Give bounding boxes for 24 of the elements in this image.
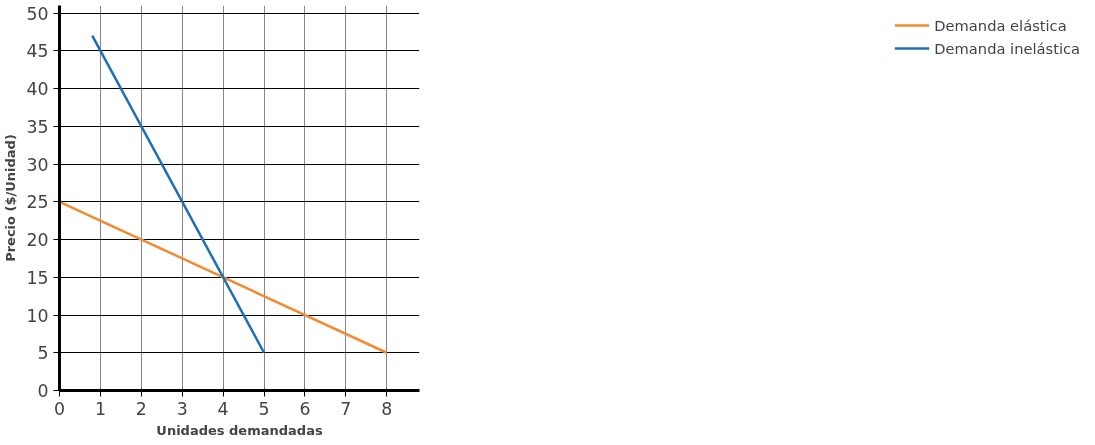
y-tick-label: 35 <box>26 116 49 137</box>
y-axis-title: Precio ($/Unidad) <box>3 134 19 262</box>
y-tick-label: 20 <box>26 230 49 251</box>
y-tick-label: 0 <box>37 381 49 401</box>
y-tick-label: 25 <box>26 192 49 213</box>
legend-label: Demanda inelástica <box>934 39 1080 57</box>
x-tick-label: 8 <box>381 398 393 419</box>
x-tick-label: 3 <box>176 398 188 419</box>
x-tick-label: 1 <box>94 398 106 419</box>
x-tick-label: 6 <box>299 398 311 419</box>
y-tick-label: 50 <box>26 3 49 24</box>
x-tick-label: 4 <box>217 398 229 419</box>
x-tick-label: 7 <box>340 398 352 419</box>
y-tick-label: 45 <box>26 41 49 62</box>
x-axis-title: Unidades demandadas <box>156 422 323 438</box>
y-tick-label: 40 <box>26 79 49 100</box>
y-tick-label: 10 <box>26 305 49 326</box>
y-tick-label: 15 <box>26 267 49 288</box>
legend-label: Demanda elástica <box>934 16 1067 34</box>
y-tick-label: 5 <box>37 343 49 364</box>
y-tick-label: 30 <box>26 154 49 175</box>
x-tick-label: 5 <box>258 398 270 419</box>
x-tick-label: 2 <box>135 398 147 419</box>
x-tick-label: 0 <box>53 398 66 419</box>
